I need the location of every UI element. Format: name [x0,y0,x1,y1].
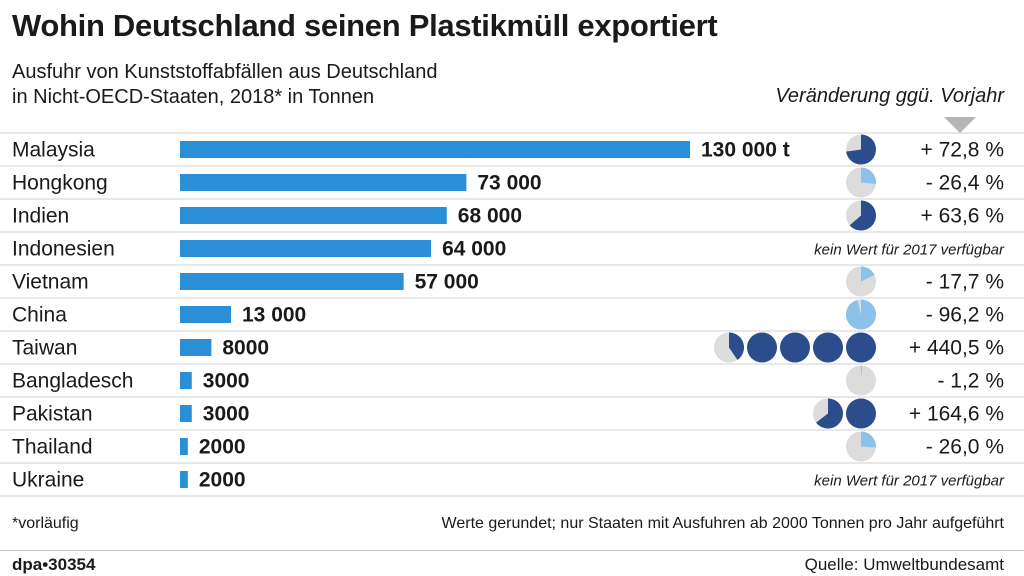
change-pie [846,398,876,429]
category-label: Indonesien [12,238,115,261]
category-label: Indien [12,205,69,228]
change-label: + 72,8 % [921,139,1004,162]
bar [180,207,447,224]
value-label: 57 000 [415,271,479,294]
change-label: + 164,6 % [909,403,1004,426]
value-label: 3000 [203,403,250,426]
category-label: Taiwan [12,337,77,360]
bar [180,141,690,158]
value-label: 13 000 [242,304,306,327]
change-pie [861,167,877,184]
change-label: - 1,2 % [937,370,1004,393]
no-data-note: kein Wert für 2017 verfügbar [814,473,1005,490]
value-label: 68 000 [458,205,522,228]
footer-divider [0,550,1024,551]
bar [180,339,212,356]
bar [180,240,432,257]
change-pie [846,134,877,165]
change-pie [861,365,863,381]
category-label: Ukraine [12,469,84,492]
bar [180,372,192,389]
value-label: 130 000 t [701,139,790,162]
bar [180,405,192,422]
footnote: *vorläufig [12,515,79,532]
category-label: Malaysia [12,139,95,162]
change-pie [813,332,843,363]
change-pie [747,332,777,363]
value-label: 8000 [222,337,269,360]
change-label: - 26,0 % [926,436,1004,459]
change-label: + 440,5 % [909,337,1004,360]
category-label: Pakistan [12,403,93,426]
rounding-note: Werte gerundet; nur Staaten mit Ausfuhre… [441,515,1004,532]
chart-title: Wohin Deutschland seinen Plastikmüll exp… [12,8,718,43]
agency-credit: dpa•30354 [12,555,96,574]
category-label: Bangladesch [12,370,133,393]
value-label: 73 000 [477,172,541,195]
value-label: 2000 [199,469,246,492]
change-label: - 26,4 % [926,172,1004,195]
bar [180,174,467,191]
change-label: - 96,2 % [926,304,1004,327]
category-label: Vietnam [12,271,89,294]
subtitle-line-2: in Nicht-OECD-Staaten, 2018* in Tonnen [12,86,375,108]
subtitle-line-1: Ausfuhr von Kunststoffabfällen aus Deuts… [12,61,438,83]
change-pie [861,431,876,448]
category-label: China [12,304,67,327]
no-data-note: kein Wert für 2017 verfügbar [814,242,1005,259]
bar [180,306,231,323]
value-label: 64 000 [442,238,506,261]
change-pie [846,299,877,330]
category-label: Thailand [12,436,93,459]
bar-chart: Malaysia 130 000 t + 72,8 % Hongkong 73 000 -… [0,132,1024,497]
value-label: 3000 [203,370,250,393]
source-note: Quelle: Umweltbundesamt [804,555,1004,574]
change-pie [729,332,745,360]
chart-subtitle: Ausfuhr von Kunststoffabfällen aus Deuts… [12,60,437,110]
bar [180,471,188,488]
change-pie [780,332,810,363]
bar [180,438,188,455]
change-pie [816,398,844,429]
change-pie [861,266,875,282]
bar [180,273,404,290]
change-pie [846,332,876,363]
change-column-header: Veränderung ggü. Vorjahr [775,85,1004,107]
change-label: - 17,7 % [926,271,1004,294]
change-header-arrow-icon [944,117,976,133]
value-label: 2000 [199,436,246,459]
category-label: Hongkong [12,172,108,195]
change-label: + 63,6 % [921,205,1004,228]
change-pie [849,200,876,231]
